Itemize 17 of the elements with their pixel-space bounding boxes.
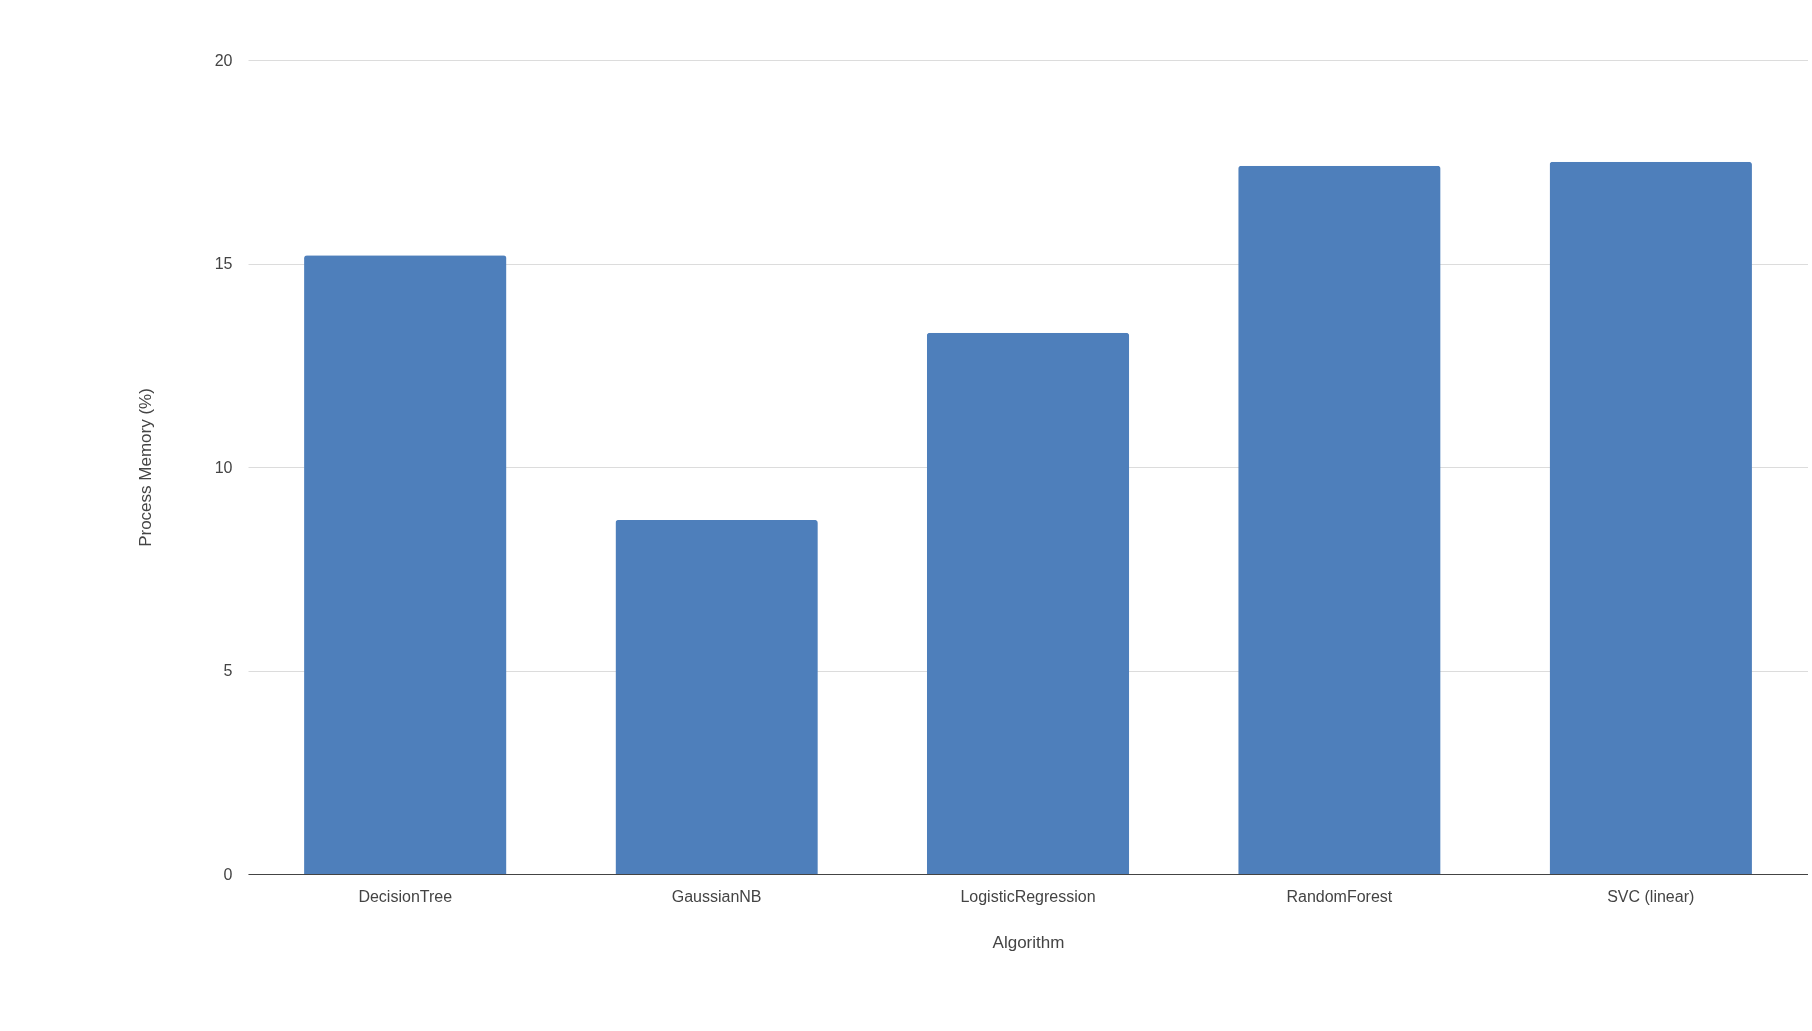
- y-tick-label: 15: [214, 255, 233, 272]
- x-axis-title: Algorithm: [992, 932, 1065, 952]
- bar: [1238, 165, 1441, 874]
- bar: [304, 255, 507, 874]
- x-tick-label: RandomForest: [1286, 887, 1393, 905]
- y-tick-label: 10: [214, 458, 233, 476]
- y-tick-label: 0: [223, 865, 233, 883]
- y-tick-label: 5: [223, 662, 233, 679]
- y-tick-label: 20: [214, 51, 233, 69]
- bar: [926, 332, 1130, 874]
- y-axis-title: Process Memory (%): [135, 388, 155, 547]
- x-tick-label: DecisionTree: [358, 887, 453, 905]
- x-tick-label: GaussianNB: [671, 887, 762, 905]
- x-tick-label: LogisticRegression: [960, 887, 1096, 905]
- bar: [1549, 161, 1752, 874]
- bar: [615, 519, 818, 874]
- x-tick-label: SVC (linear): [1607, 887, 1695, 905]
